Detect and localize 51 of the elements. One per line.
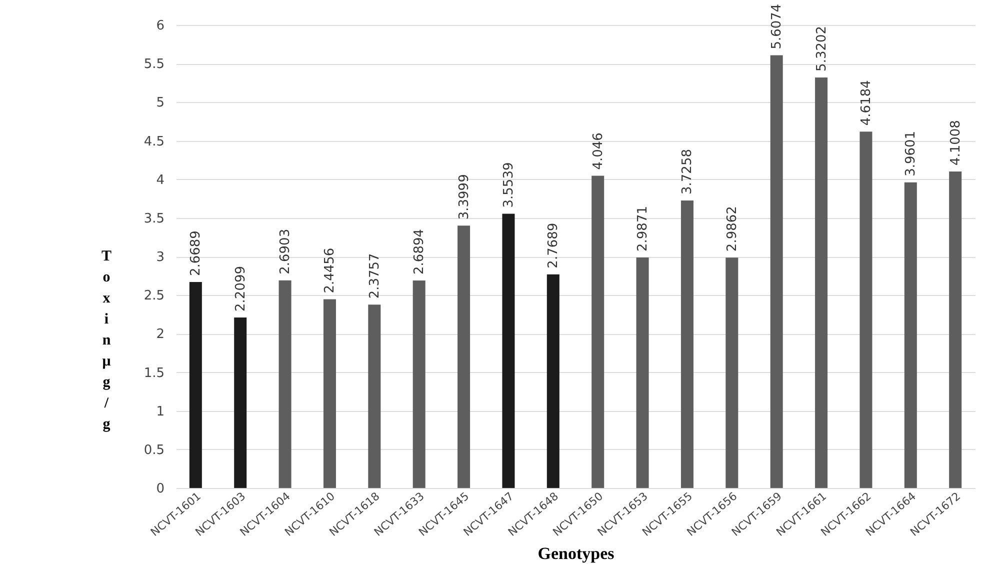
bar — [412, 280, 426, 488]
y-tick-label: 0 — [156, 482, 164, 496]
data-label: 2.9871 — [636, 206, 651, 252]
bar — [189, 282, 202, 488]
bar — [502, 214, 515, 488]
data-label: 2.6903 — [278, 228, 294, 274]
y-tick-label: 3.5 — [144, 211, 164, 226]
data-label: 2.2099 — [233, 266, 248, 312]
data-label: 4.6184 — [858, 80, 874, 126]
bar — [680, 200, 694, 488]
bar — [368, 304, 381, 488]
y-tick-label: 5.5 — [144, 57, 164, 72]
data-label: 5.3202 — [814, 26, 830, 72]
data-label: 4.1008 — [948, 120, 964, 166]
data-label: 2.7689 — [546, 222, 562, 268]
data-label: 3.5539 — [501, 162, 516, 208]
data-label: 2.3757 — [367, 253, 382, 299]
data-label: 3.3999 — [456, 174, 472, 220]
text: Toxin μg/g — [101, 248, 112, 432]
bar — [770, 55, 783, 488]
y-tick-label: 2 — [156, 327, 164, 342]
data-label: 3.7258 — [680, 148, 696, 194]
bar — [592, 176, 604, 488]
data-label: 5.6074 — [770, 4, 785, 50]
data-label: 2.9862 — [724, 206, 740, 252]
bar — [860, 132, 872, 488]
bar — [234, 317, 247, 488]
data-label: 3.9601 — [904, 130, 919, 176]
data-label: 2.6689 — [188, 230, 204, 276]
data-label: 4.046 — [590, 132, 606, 170]
data-label: 2.4456 — [322, 248, 338, 294]
bar — [904, 182, 917, 488]
y-tick-label: 6 — [156, 18, 164, 34]
bar — [815, 77, 828, 488]
y-tick-label: 0.5 — [144, 442, 164, 458]
bar — [726, 258, 738, 488]
x-axis-title: Genotypes — [538, 544, 615, 564]
y-tick-label: 4.5 — [144, 134, 164, 150]
y-tick-label: 5 — [156, 96, 164, 111]
y-tick-label: 1 — [156, 404, 164, 420]
bar — [323, 299, 336, 488]
y-tick-label: 2.5 — [144, 288, 164, 304]
bar — [458, 226, 470, 488]
bar — [278, 280, 292, 488]
y-tick-label: 4 — [156, 172, 164, 188]
y-tick-label: 1.5 — [144, 366, 164, 381]
bar — [949, 172, 962, 488]
bar — [546, 274, 560, 488]
data-label: 2.6894 — [412, 228, 428, 274]
bar — [636, 257, 649, 488]
y-tick-label: 3 — [156, 250, 164, 265]
